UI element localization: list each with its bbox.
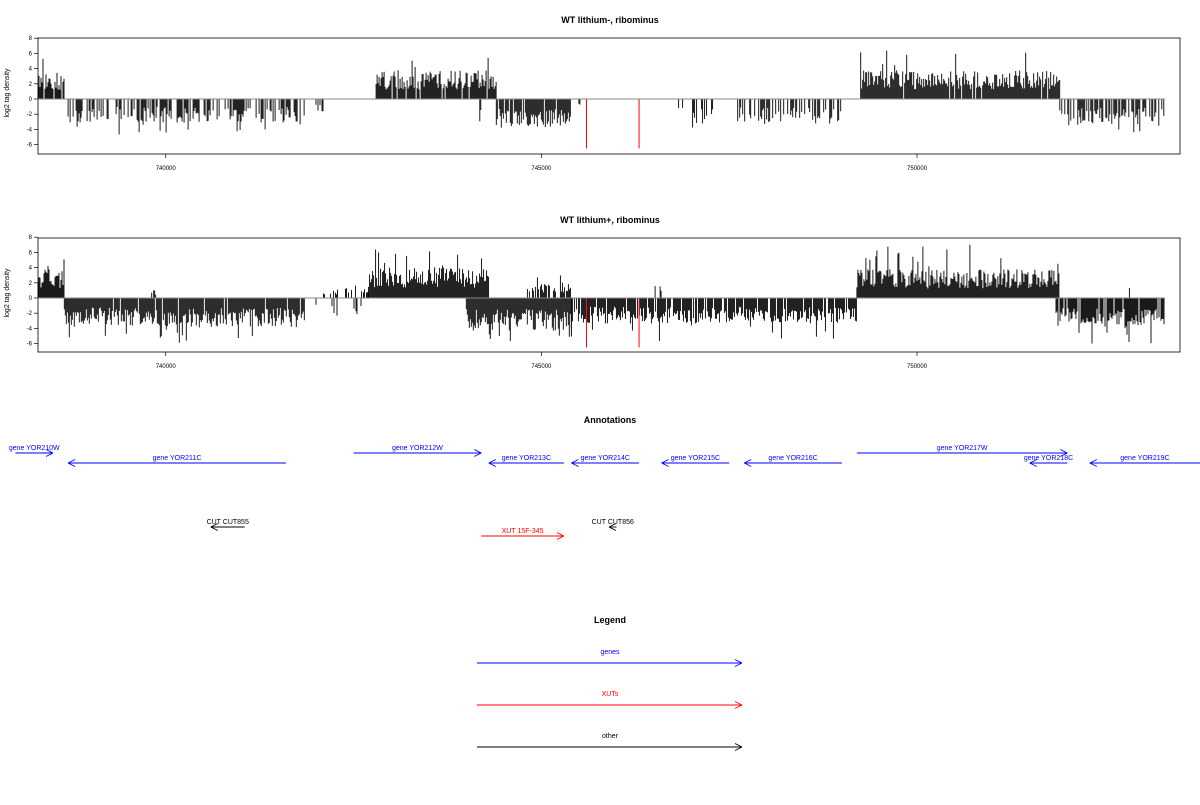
y-tick-label: 8 (29, 235, 33, 241)
annotation-arrow (661, 459, 730, 467)
x-tick-label: 740000 (156, 166, 177, 172)
annotation-label: gene YOR216C (768, 455, 817, 462)
y-tick-label: -2 (27, 112, 33, 118)
y-axis-label: log2 tag density (4, 68, 11, 118)
y-tick-label: 2 (29, 281, 33, 287)
annotation-label: gene YOR219C (1120, 455, 1169, 462)
x-tick-label: 750000 (907, 364, 928, 370)
annotation-label: gene YOR211C (153, 455, 202, 462)
annotation-label: gene YOR214C (581, 455, 630, 462)
annotation-arrow (210, 523, 245, 531)
panel-wt-lithium-minus: WT lithium-, ribominus log2 tag density … (4, 15, 1181, 172)
annotation-arrow (67, 459, 286, 467)
annotation-arrow (571, 459, 640, 467)
annotation-label: gene YOR210W (9, 445, 60, 452)
annotation-arrow (1029, 459, 1068, 467)
y-tick-label: 0 (29, 296, 33, 302)
annotation-label: gene YOR215C (671, 455, 720, 462)
y-axis-label: log2 tag density (4, 268, 11, 318)
annotation-arrow (744, 459, 842, 467)
annotation-label: gene YOR213C (502, 455, 551, 462)
annotation-arrow (353, 449, 482, 457)
annotation-label: CUT CUT855 (207, 519, 249, 526)
y-tick-label: 4 (29, 266, 33, 272)
y-tick-label: 6 (29, 250, 33, 256)
y-tick-label: -2 (27, 311, 33, 317)
panel-title: WT lithium-, ribominus (561, 15, 659, 25)
x-tick-label: 745000 (531, 364, 552, 370)
annotation-arrow (15, 449, 54, 457)
legend-title: Legend (594, 615, 626, 625)
y-tick-label: 0 (29, 97, 33, 103)
annotation-arrow (608, 523, 617, 531)
annotation-label: CUT CUT856 (592, 519, 634, 526)
y-tick-label: 6 (29, 51, 33, 57)
y-tick-label: 2 (29, 82, 33, 88)
annotation-label: gene YOR217W (937, 445, 988, 452)
legend: Legend genes XUTs other (477, 615, 743, 751)
annotation-label: XUT 15F-345 (502, 528, 544, 535)
annotations-track: Annotations gene YOR210W gene YOR211C gene… (9, 415, 1200, 540)
y-tick-label: 4 (29, 67, 33, 73)
y-tick-label: 8 (29, 36, 33, 42)
annotation-arrow (488, 459, 564, 467)
y-tick-label: -6 (27, 143, 33, 149)
legend-arrow (477, 743, 743, 751)
x-tick-label: 740000 (156, 364, 177, 370)
x-tick-label: 745000 (531, 166, 552, 172)
y-tick-label: -6 (27, 342, 33, 348)
annotation-label: gene YOR212W (392, 445, 443, 452)
annotation-arrow (1089, 459, 1200, 467)
panel-wt-lithium-plus: WT lithium+, ribominus log2 tag density … (4, 215, 1181, 370)
annotation-arrow (481, 532, 565, 540)
annotations-title: Annotations (584, 415, 637, 425)
annotation-label: gene YOR218C (1024, 455, 1073, 462)
y-tick-label: -4 (27, 127, 33, 133)
annotation-arrow (856, 449, 1068, 457)
legend-arrow (477, 659, 743, 667)
legend-label: other (602, 733, 619, 740)
legend-arrow (477, 701, 743, 709)
x-tick-label: 750000 (907, 166, 928, 172)
y-tick-label: -4 (27, 326, 33, 332)
legend-label: XUTs (602, 691, 619, 698)
panel-title: WT lithium+, ribominus (560, 215, 660, 225)
legend-label: genes (600, 649, 620, 656)
